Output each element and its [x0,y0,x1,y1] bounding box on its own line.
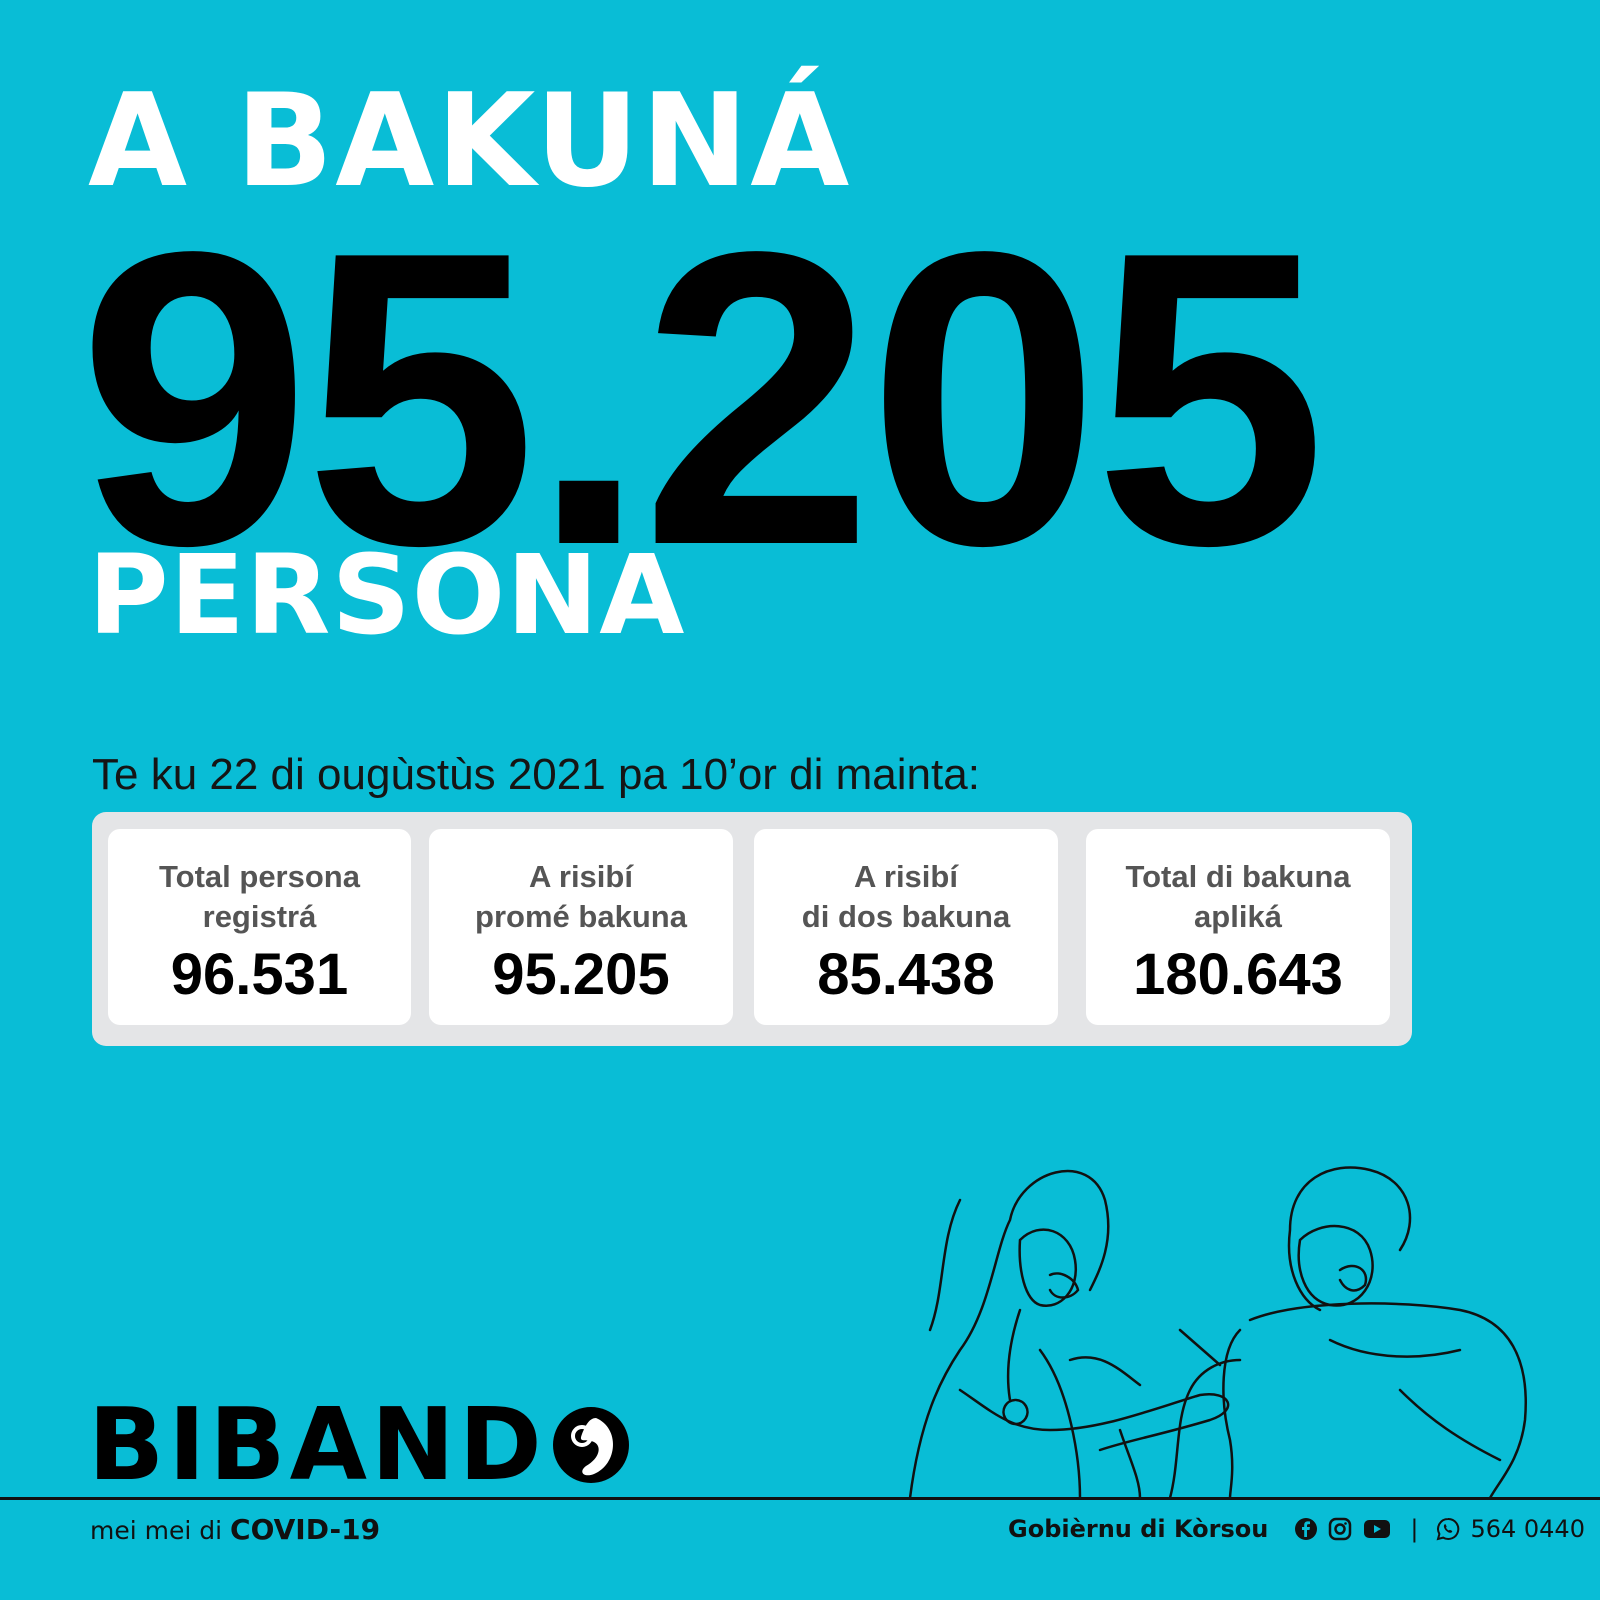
stat-value: 95.205 [492,942,670,1007]
bibando-o-logo-icon [552,1407,629,1483]
facebook-icon[interactable] [1294,1517,1318,1541]
tagline: mei mei di COVID-19 [90,1513,380,1546]
phone-number[interactable]: 564 0440 [1470,1515,1585,1543]
government-name: Gobièrnu di Kòrsou [1008,1515,1269,1543]
stat-value: 180.643 [1133,942,1343,1007]
youtube-icon[interactable] [1362,1517,1392,1541]
whatsapp-icon [1437,1517,1460,1541]
footer-contact: Gobièrnu di Kòrsou | 564 0440 [1008,1515,1585,1543]
stat-label: Total persona registrá [159,859,360,934]
stat-card-second-dose: A risibí di dos bakuna 85.438 [754,829,1058,1025]
headline: A BAKUNÁ [88,67,852,216]
stats-panel: Total persona registrá 96.531 A risibí p… [92,812,1412,1046]
tagline-prefix: mei mei di [90,1516,231,1545]
stat-card-total-doses: Total di bakuna apliká 180.643 [1086,829,1390,1025]
stat-value: 96.531 [170,942,349,1007]
unit-label: PERSONA [88,531,686,659]
logo-text: BIBAND [88,1386,546,1503]
stat-label: A risibí di dos bakuna [801,859,1011,934]
stat-label: A risibí promé bakuna [475,859,687,934]
stat-value: 85.438 [817,942,995,1007]
separator: | [1410,1515,1419,1543]
bibando-logo: BIBAND [88,1395,632,1495]
instagram-icon[interactable] [1328,1517,1352,1541]
tagline-emphasis: COVID-19 [230,1513,381,1546]
stat-card-first-dose: A risibí promé bakuna 95.205 [429,829,733,1025]
vaccination-illustration [908,1166,1527,1500]
footer-divider [0,1497,1600,1500]
date-line: Te ku 22 di ougùstùs 2021 pa 10’or di ma… [92,750,980,799]
stat-card-registered: Total persona registrá 96.531 [108,829,411,1025]
vaccinated-count: 95.205 [78,165,1326,632]
stat-label: Total di bakuna apliká [1125,859,1351,934]
